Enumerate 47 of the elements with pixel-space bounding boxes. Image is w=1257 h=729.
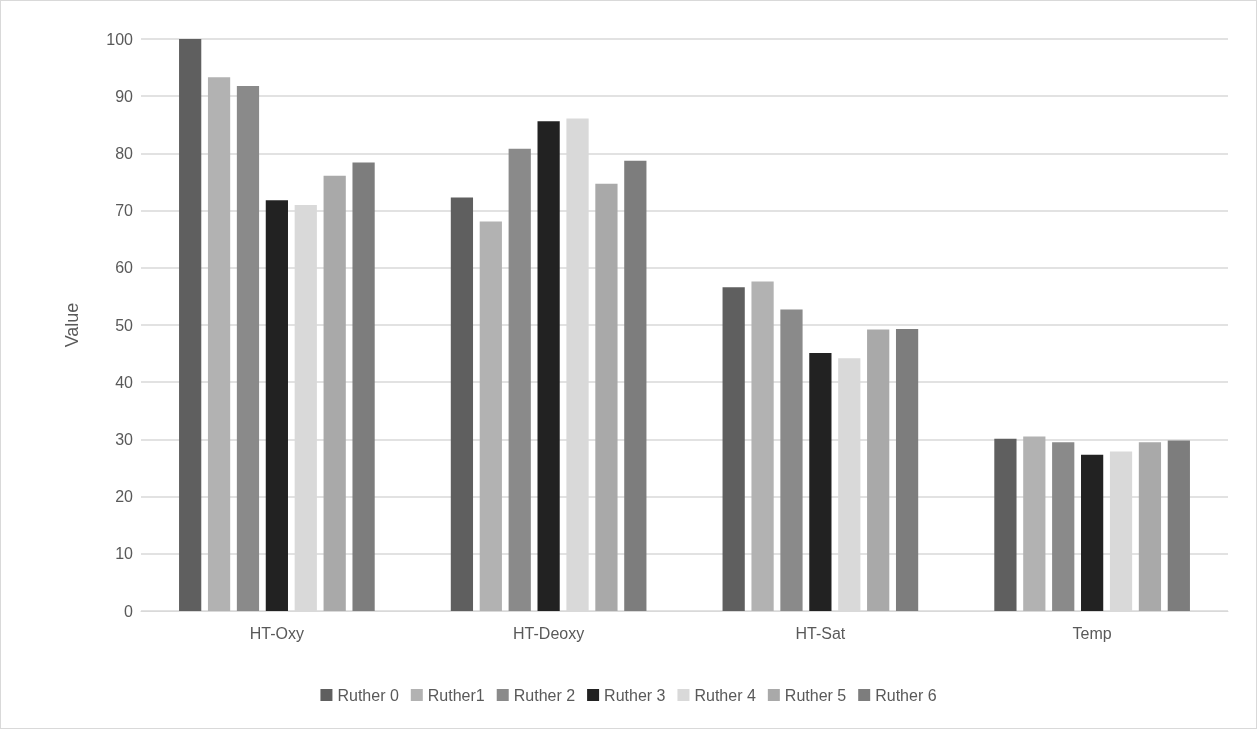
bar <box>352 162 375 611</box>
bar <box>1081 454 1104 611</box>
y-tick-label: 20 <box>115 488 134 506</box>
y-tick-label: 90 <box>115 87 134 105</box>
bar <box>751 281 774 611</box>
x-tick-label: Temp <box>1072 624 1112 642</box>
bar <box>1052 442 1075 611</box>
y-tick-label: 80 <box>115 144 134 162</box>
y-tick-label: 0 <box>124 602 134 620</box>
bar <box>780 309 803 611</box>
y-axis-title: Value <box>62 302 82 348</box>
legend-label: Ruther 2 <box>513 686 576 704</box>
bar <box>508 148 531 611</box>
bar <box>207 77 231 611</box>
bar <box>994 438 1017 611</box>
x-tick-label: HT-Oxy <box>249 624 304 642</box>
y-tick-label: 50 <box>115 316 134 334</box>
y-tick-label: 100 <box>106 30 134 48</box>
y-tick-label: 70 <box>115 202 134 220</box>
legend-label: Ruther 6 <box>875 686 937 704</box>
bar <box>624 160 647 611</box>
bar <box>479 221 502 611</box>
legend-label: Ruther 4 <box>694 686 756 704</box>
bar <box>1167 440 1190 611</box>
bar <box>1138 442 1162 611</box>
legend-label: Ruther1 <box>427 686 485 704</box>
legend-label: Ruther 3 <box>604 686 666 704</box>
bar <box>722 287 745 611</box>
y-tick-label: 60 <box>115 259 134 277</box>
bar <box>1023 436 1046 611</box>
bar <box>179 39 202 611</box>
bar <box>323 175 346 611</box>
y-tick-label: 40 <box>115 373 134 391</box>
bar <box>809 353 832 611</box>
bar <box>537 121 560 611</box>
legend-label: Ruther 0 <box>337 686 399 704</box>
legend-label: Ruther 5 <box>784 686 847 704</box>
bar <box>450 197 474 611</box>
x-tick-label: HT-Deoxy <box>513 624 585 642</box>
y-tick-label: 10 <box>115 545 134 563</box>
bar <box>265 200 288 611</box>
y-tick-label: 30 <box>115 430 134 448</box>
bar <box>895 329 919 611</box>
x-tick-label: HT-Sat <box>795 624 846 642</box>
bar <box>867 329 890 611</box>
bar <box>595 183 618 611</box>
bar <box>236 85 260 611</box>
